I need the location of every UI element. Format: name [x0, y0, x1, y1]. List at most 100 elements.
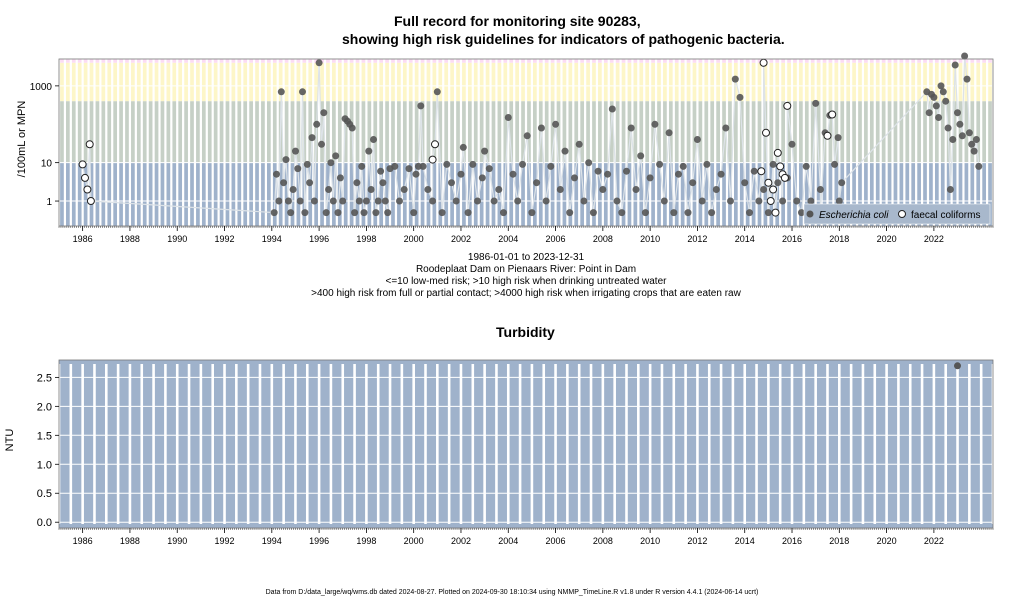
ecoli-point: [327, 159, 335, 167]
faecal-point: [83, 185, 92, 194]
y-tick-label: 2.0: [37, 401, 52, 413]
ecoli-point: [807, 197, 815, 205]
ecoli-point: [660, 197, 668, 205]
ecoli-point: [779, 197, 787, 205]
x-tick-label: 2022: [924, 536, 944, 546]
main-title-line1: Full record for monitoring site 90283,: [394, 13, 641, 29]
ecoli-point: [746, 209, 753, 217]
faecal-point: [828, 110, 837, 119]
caption-risk1: <=10 low-med risk; >10 high risk when dr…: [385, 276, 667, 287]
ecoli-point: [580, 197, 588, 205]
ecoli-point: [970, 147, 978, 155]
ecoli-point: [533, 179, 541, 187]
y-tick-label: 10: [41, 159, 53, 170]
ecoli-point: [632, 186, 640, 193]
ecoli-point: [641, 209, 649, 217]
ecoli-point: [769, 160, 777, 168]
ecoli-point: [760, 186, 768, 193]
ecoli-point: [684, 209, 692, 217]
ecoli-point: [656, 160, 664, 168]
ecoli-point: [478, 174, 486, 182]
faecal-point: [78, 160, 87, 169]
ecoli-point: [750, 167, 758, 175]
ecoli-point: [336, 174, 344, 182]
ecoli-point: [405, 165, 413, 173]
ecoli-point: [417, 102, 425, 110]
ecoli-point: [679, 162, 687, 170]
x-tick-label: 2000: [404, 234, 424, 244]
ecoli-point: [788, 140, 796, 148]
x-tick-label: 1994: [262, 536, 282, 546]
ecoli-point: [651, 120, 659, 128]
ecoli-point: [798, 209, 805, 217]
ecoli-point: [755, 197, 763, 205]
ecoli-point: [831, 160, 839, 168]
ecoli-point: [310, 197, 318, 205]
legend-label-faecal: faecal coliforms: [911, 210, 980, 221]
x-tick-label: 2014: [735, 536, 755, 546]
ecoli-point: [594, 167, 602, 175]
y-tick-label: 1000: [30, 82, 53, 93]
x-tick-label: 1986: [73, 234, 93, 244]
ecoli-point: [448, 179, 455, 187]
ecoli-point: [552, 120, 560, 128]
ecoli-point: [474, 197, 481, 205]
ecoli-point: [816, 186, 824, 193]
y-tick-label: 0.0: [37, 517, 52, 529]
ecoli-point: [339, 197, 347, 205]
ecoli-point: [547, 162, 555, 170]
ecoli-point: [299, 88, 306, 96]
ecoli-point: [374, 197, 382, 205]
ecoli-point: [303, 160, 311, 168]
x-tick-label: 2014: [735, 234, 755, 244]
ecoli-point: [939, 88, 947, 96]
ecoli-point: [365, 147, 373, 155]
ecoli-point: [665, 129, 673, 137]
faecal-point: [428, 155, 437, 164]
ecoli-point: [379, 179, 387, 187]
ecoli-point: [698, 197, 706, 205]
ecoli-point: [362, 197, 370, 205]
ecoli-point: [731, 75, 739, 83]
faecal-point: [764, 178, 773, 187]
ecoli-point: [542, 197, 550, 205]
ecoli-point: [834, 134, 842, 142]
legend: Escherichia coli faecal coliforms: [803, 203, 991, 225]
ecoli-point: [599, 186, 607, 193]
ecoli-point: [318, 140, 325, 148]
ecoli-point: [618, 209, 626, 217]
x-tick-label: 2022: [924, 234, 944, 244]
legend-marker-faecal: [898, 210, 906, 218]
ecoli-point: [452, 197, 460, 205]
ecoli-point: [727, 197, 734, 205]
ecoli-point: [306, 179, 314, 187]
ecoli-point: [961, 52, 969, 60]
ecoli-point: [930, 93, 938, 101]
ecoli-point: [956, 120, 964, 128]
x-tick-label: 1990: [167, 536, 187, 546]
ecoli-point: [954, 109, 961, 117]
x-tick-label: 2002: [451, 536, 471, 546]
ecoli-point: [951, 61, 959, 69]
ecoli-point: [812, 99, 820, 107]
ecoli-point: [712, 186, 720, 193]
ecoli-point: [464, 209, 472, 217]
ecoli-point: [741, 179, 749, 187]
x-tick-label: 1996: [309, 536, 329, 546]
y-tick-label: 1.0: [37, 459, 52, 471]
faecal-point: [766, 197, 775, 205]
faecal-point: [762, 128, 770, 137]
ecoli-point: [433, 88, 441, 96]
x-tick-label: 2002: [451, 234, 471, 244]
ecoli-point: [410, 209, 418, 217]
faecal-point: [81, 173, 89, 182]
ecoli-point: [325, 186, 333, 193]
ecoli-point: [485, 165, 493, 173]
ecoli-point: [968, 140, 976, 148]
ecoli-point: [946, 186, 954, 193]
ecoli-point: [942, 97, 950, 105]
turbidity-title: Turbidity: [496, 324, 555, 340]
ecoli-point: [703, 160, 711, 168]
ecoli-point: [438, 209, 446, 217]
ecoli-point: [963, 75, 971, 83]
